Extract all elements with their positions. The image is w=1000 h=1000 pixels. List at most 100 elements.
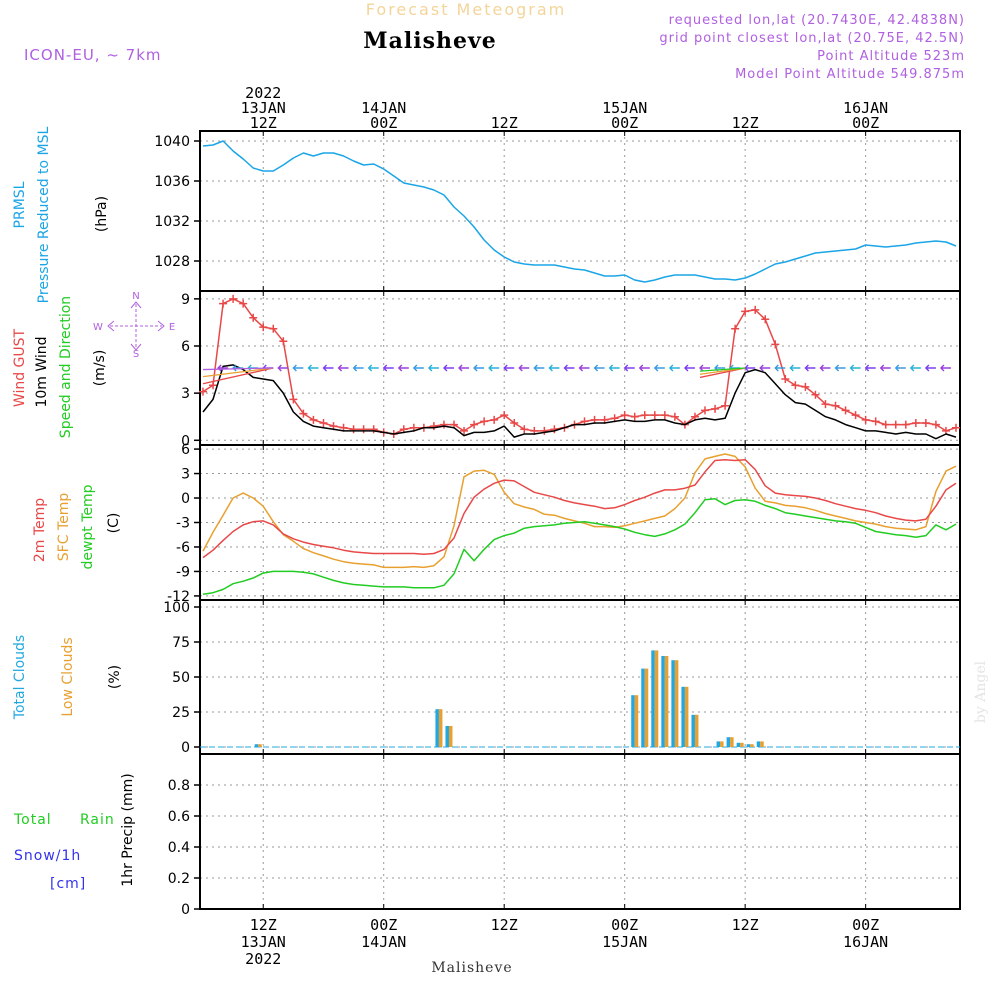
wind-gust-point [460,426,469,435]
wind-gust-point [259,323,268,332]
wind-direction-arrow [774,364,786,372]
total-rain-label-b: Rain [80,812,115,828]
wind-gust-point [209,381,218,390]
wind-gust-point [821,400,830,409]
wind-gust-point [309,415,318,424]
low-cloud-bar [644,668,649,747]
wind-gust-point [921,419,930,427]
wind-gust-point [470,420,479,429]
low-cloud-bar [750,744,754,747]
wind-direction-arrow [292,364,304,372]
compass-n: N [132,291,139,302]
wind-direction-arrow [879,364,891,372]
wind-direction-arrow [593,364,605,372]
top-time-label: 12Z [491,114,518,132]
wind-direction-arrow [397,364,409,372]
panel-frame [199,130,961,292]
prmsl-label: PRMSL [12,181,28,228]
total-cloud-bar [746,744,751,747]
total-cloud-bar [726,737,731,747]
wind-direction-arrow [533,364,545,372]
snow-unit-label: [cm] [50,876,86,892]
y-tick-label: -12 [167,589,190,605]
location-title: Malisheve [363,28,496,54]
wind-gust-point [901,420,910,429]
wind-direction-arrow [699,367,746,372]
wind-direction-arrow [939,364,951,372]
wind-gust-point [500,411,509,420]
wind-gust-point [510,419,519,427]
temp-sfc-label: SFC Temp [56,493,72,562]
wind-direction-label: Speed and Direction [58,296,74,438]
top-time-label: 00Z [370,114,397,132]
wind-direction-arrow [202,367,274,385]
wind-gust-point [369,425,378,434]
low-cloud-bar [730,737,734,747]
bottom-time-label: 13JAN [241,933,286,951]
wind-direction-arrow [412,364,424,372]
wind-direction-arrow [548,364,560,372]
model-point-altitude: Model Point Altitude 549.875m [735,67,965,82]
wind-direction-arrow [653,364,665,372]
wind-direction-arrow [503,364,515,372]
low-cloud-bar [740,742,744,747]
temp-panel-labels: 2m Temp SFC Temp dewpt Temp (C) [32,484,122,569]
wind-gust-point [911,419,920,427]
top-time-label: 00Z [611,114,638,132]
wind-direction-arrow [804,364,816,372]
wind-gust-point [851,411,860,420]
y-tick-label: 6 [181,339,190,355]
wind-direction-arrow [307,364,319,372]
wind-direction-arrow [382,364,394,372]
wind-gust-point [630,412,639,421]
compass-rose-icon: N S W E [93,291,175,360]
wind-direction-arrow [202,367,274,378]
wind-gust-point [199,387,207,396]
total-cloud-bar [254,744,259,747]
wind-gust-line [202,298,957,435]
wind-direction-arrow [458,364,470,372]
wind-gust-point [781,375,790,383]
top-time-label: 12Z [732,114,759,132]
bottom-time-label: 14JAN [361,933,406,951]
top-time-label: 14JAN [361,99,406,117]
compass-w: W [93,322,103,333]
wind-direction-arrow [789,364,801,372]
y-tick-label: 0.6 [168,809,190,825]
y-tick-label: 3 [181,386,190,402]
snow-label: Snow/1h [14,848,81,864]
footer-location: Malisheve [431,960,512,976]
wind-gust-point [349,425,358,434]
low-cloud-bar [654,650,659,747]
wind-gust-point [540,426,549,435]
wind-direction-arrow [563,364,575,372]
wind-unit-label: (m/s) [92,350,108,387]
total-cloud-bar [736,742,741,747]
panel-frame [199,753,961,910]
wind-gust-point [429,422,438,431]
wind-gust-point [741,307,750,316]
wind-gust-point [229,294,238,303]
wind-gust-point [269,324,278,333]
wind-direction-arrow [518,364,530,372]
total-cloud-bar [671,660,675,747]
wind-direction-arrow [924,364,936,372]
low-cloud-bar [720,741,724,747]
wind-direction-arrow [322,364,334,372]
y-tick-label: 0 [181,433,190,449]
cloud-panel: 0 25 50 75 100 [163,599,961,756]
wind-gust-point [771,340,780,349]
wind-gust-point [620,411,629,420]
temp-2m-label: 2m Temp [32,498,48,562]
wind-direction-arrow [473,364,485,372]
wind-gust-point [791,381,800,390]
wind-gust-point [319,419,328,427]
temp-2m-line [202,458,957,559]
y-tick-label: 0.8 [168,778,190,794]
top-time-label: 2022 [245,84,281,102]
wind-gust-point [359,425,368,434]
wind-gust-point [670,412,679,421]
wind-direction-arrow [864,364,876,372]
